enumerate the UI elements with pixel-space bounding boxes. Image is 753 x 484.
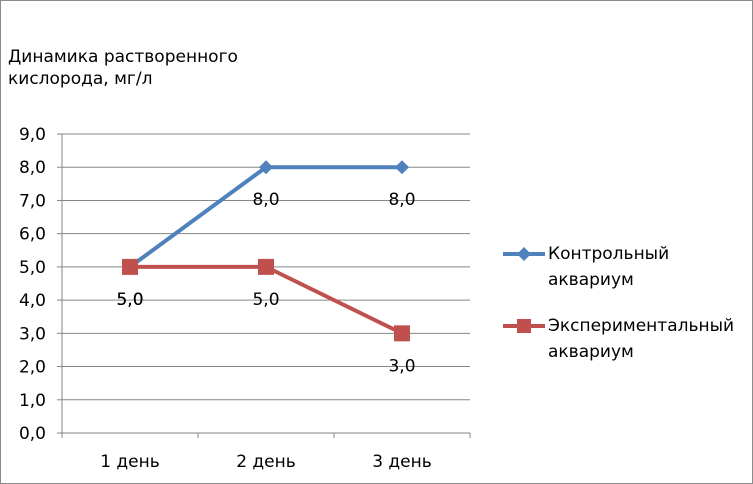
legend-label-experimental: Экспериментальный аквариум xyxy=(548,313,748,365)
chart-title-line-1: Динамика растворенного xyxy=(8,47,238,67)
y-tick-label: 5,0 xyxy=(19,258,46,278)
legend-marker-control xyxy=(503,247,545,261)
data-label: 3,0 xyxy=(388,356,415,376)
y-tick-label: 1,0 xyxy=(19,391,46,411)
data-label: 5,0 xyxy=(252,290,279,310)
data-point-square xyxy=(394,325,410,342)
legend-item-control: Контрольный аквариум xyxy=(501,241,751,293)
legend: Контрольный аквариум Экспериментальный а… xyxy=(501,241,751,385)
y-tick-label: 6,0 xyxy=(19,225,46,245)
data-label: 5,0 xyxy=(116,290,143,310)
legend-label-experimental-line-2: аквариум xyxy=(548,342,634,362)
data-point-diamond xyxy=(259,160,273,175)
x-tick-label: 2 день xyxy=(236,452,296,472)
data-label: 8,0 xyxy=(252,190,279,210)
legend-square-icon xyxy=(517,319,531,333)
y-tick-label: 4,0 xyxy=(19,291,46,311)
y-tick-label: 8,0 xyxy=(19,158,46,178)
y-tick-label: 3,0 xyxy=(19,324,46,344)
y-tick-label: 9,0 xyxy=(19,125,46,145)
data-label: 8,0 xyxy=(388,190,415,210)
y-tick-label: 7,0 xyxy=(19,191,46,211)
y-tick-label: 2,0 xyxy=(19,358,46,378)
chart-title: Динамика растворенного кислорода, мг/л xyxy=(8,46,308,90)
legend-label-control-line-2: аквариум xyxy=(548,270,634,290)
chart-title-line-2: кислорода, мг/л xyxy=(8,69,153,89)
data-point-diamond xyxy=(395,160,409,175)
y-tick-label: 0,0 xyxy=(19,424,46,444)
series-line-1 xyxy=(128,165,402,269)
legend-diamond-icon xyxy=(517,247,531,261)
legend-label-control-line-1: Контрольный xyxy=(548,244,670,264)
x-tick-label: 1 день xyxy=(100,452,160,472)
data-label: 5,0 xyxy=(116,290,143,310)
legend-label-experimental-line-1: Экспериментальный xyxy=(548,316,735,336)
data-point-square xyxy=(122,258,138,275)
legend-item-experimental: Экспериментальный аквариум xyxy=(501,313,751,365)
legend-label-control: Контрольный аквариум xyxy=(548,241,748,293)
x-tick-label: 3 день xyxy=(372,452,432,472)
data-point-square xyxy=(258,258,274,275)
legend-marker-experimental xyxy=(503,319,545,333)
